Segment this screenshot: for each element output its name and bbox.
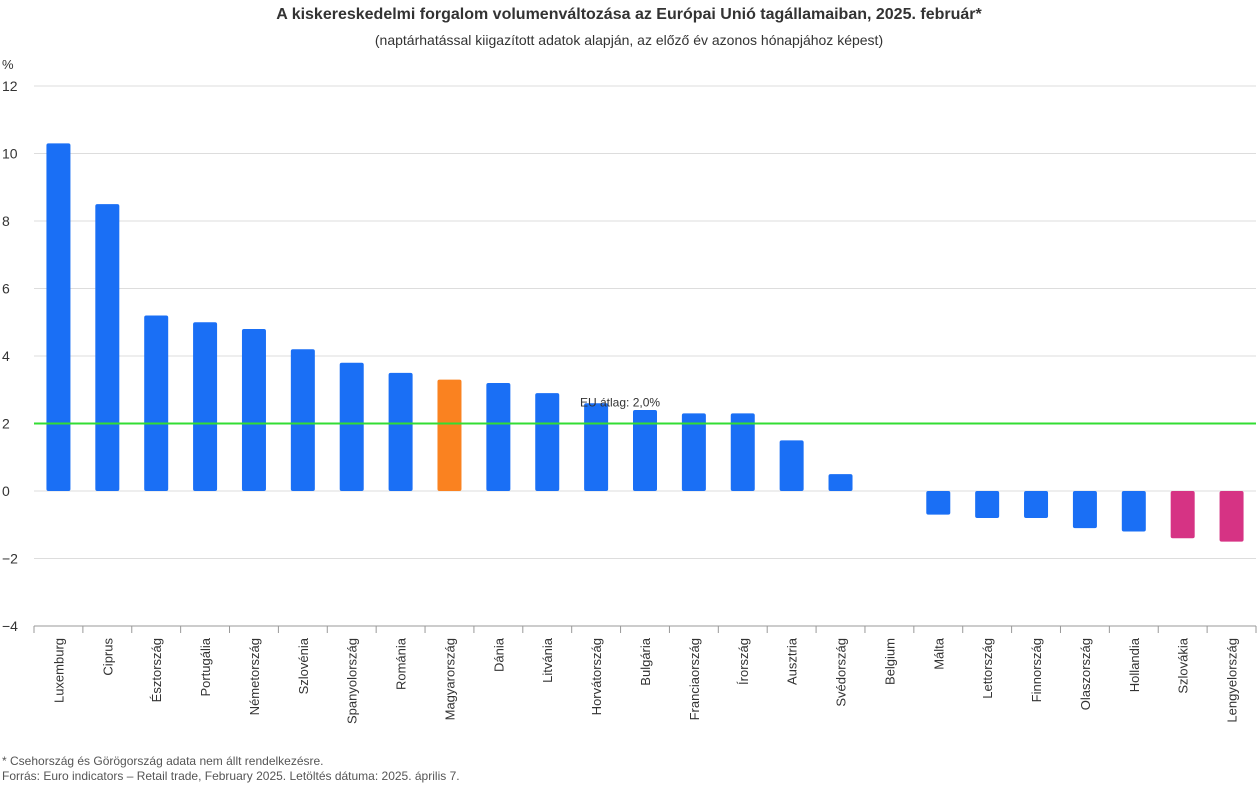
chart-subtitle: (naptárhatással kiigazított adatok alapj… (374, 32, 884, 48)
bar (1121, 491, 1146, 532)
bar (730, 413, 755, 491)
bar (584, 403, 609, 491)
x-category-label: Románia (394, 637, 409, 690)
x-category-label: Lettország (980, 638, 995, 699)
x-category-label: Luxemburg (51, 638, 66, 703)
x-category-label: Portugália (198, 637, 213, 696)
y-axis-unit-label: % (2, 57, 14, 72)
y-tick-label: 6 (2, 281, 10, 297)
y-tick-label: 2 (2, 416, 10, 432)
x-category-label: Olaszország (1078, 638, 1093, 710)
y-tick-label: −2 (2, 551, 18, 567)
y-tick-label: 0 (2, 483, 10, 499)
x-category-label: Szlovákia (1176, 637, 1191, 693)
bar (388, 372, 413, 491)
y-tick-label: 4 (2, 348, 10, 364)
x-category-label: Litvánia (540, 637, 555, 683)
x-category-label: Lengyelország (1225, 638, 1240, 723)
eu-average-label: EU átlag: 2,0% (580, 396, 660, 410)
y-tick-label: 10 (2, 146, 18, 162)
x-category-label: Ciprus (100, 638, 115, 676)
source-note: Forrás: Euro indicators – Retail trade, … (2, 769, 460, 783)
bar (1072, 491, 1097, 529)
bar-chart: −4 −2 0 2 4 6 8 10 12 Luxemburg Ciprus Észtország Po… (2, 78, 1257, 724)
bar (681, 413, 706, 491)
bar (1024, 491, 1049, 518)
x-category-label: Horvátország (589, 638, 604, 715)
bar (779, 440, 804, 491)
bar (535, 393, 560, 491)
x-category-label: Franciaország (687, 638, 702, 720)
bar (975, 491, 1000, 518)
x-category-label: Belgium (882, 638, 897, 685)
bar (144, 315, 169, 491)
x-category-label: Málta (931, 637, 946, 670)
x-category-label: Írország (736, 638, 751, 685)
bar (339, 362, 364, 491)
bar (193, 322, 218, 491)
y-tick-label: 12 (2, 78, 18, 94)
bar (241, 329, 266, 491)
x-category-label: Finnország (1029, 638, 1044, 702)
x-category-label: Szlovénia (296, 637, 311, 694)
x-category-label: Németország (247, 638, 262, 715)
x-category-label: Spanyolország (345, 638, 360, 724)
bar (46, 143, 71, 491)
bar (828, 474, 853, 491)
x-category-label: Hollandia (1127, 637, 1142, 692)
footnote: * Csehország és Görögország adata nem ál… (2, 754, 324, 768)
bar (437, 379, 462, 491)
bar (926, 491, 951, 515)
x-category-label: Bulgária (638, 637, 653, 685)
x-category-label: Ausztria (785, 637, 800, 685)
bar (1219, 491, 1244, 542)
x-category-label: Dánia (491, 637, 506, 672)
bar (633, 410, 657, 491)
bar (290, 349, 315, 491)
y-tick-label: −4 (2, 618, 18, 634)
x-category-label: Észtország (149, 638, 164, 702)
bar (486, 383, 511, 491)
x-category-label: Svédország (834, 638, 849, 707)
bar (95, 204, 120, 491)
y-tick-label: 8 (2, 213, 10, 229)
chart-title: A kiskereskedelmi forgalom volumenváltoz… (276, 6, 982, 23)
x-category-label: Magyarország (442, 638, 457, 720)
bar (1170, 491, 1195, 539)
